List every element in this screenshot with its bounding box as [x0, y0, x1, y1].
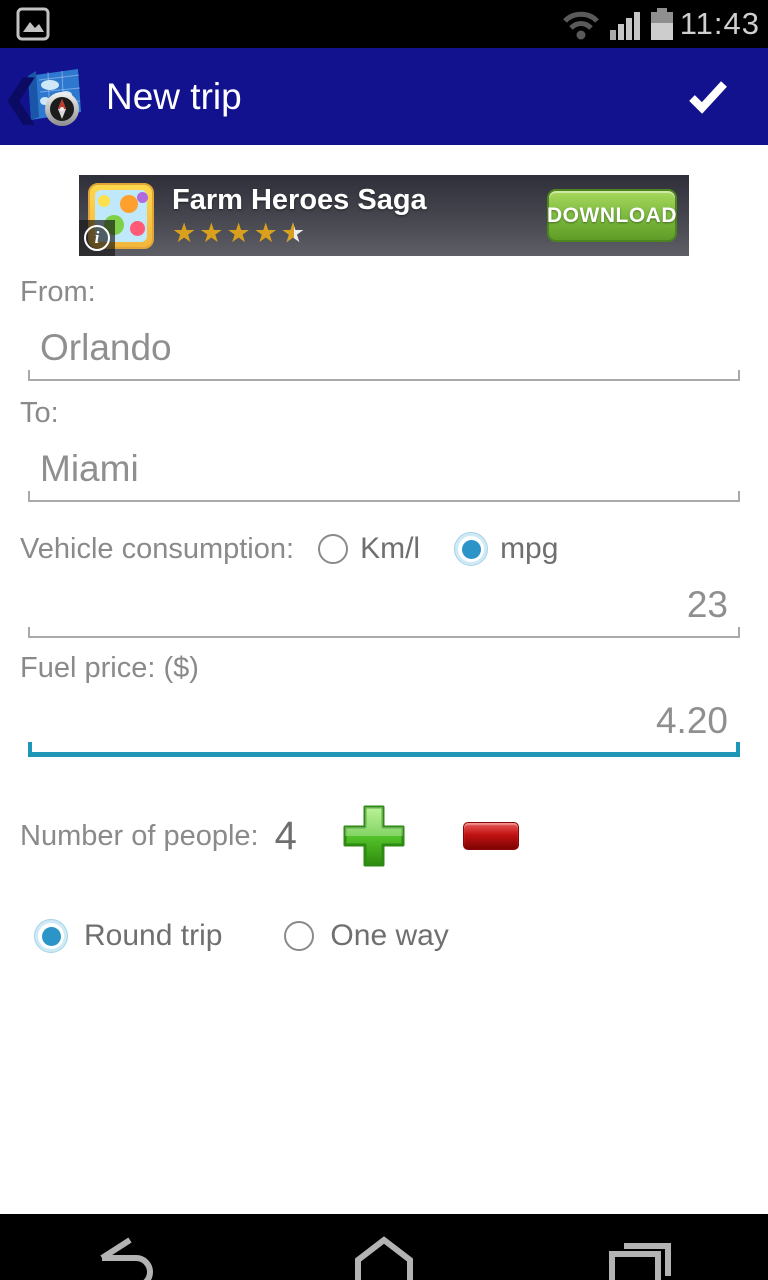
- to-label: To:: [20, 397, 59, 429]
- battery-icon: [650, 8, 673, 40]
- ad-info-icon[interactable]: i: [79, 220, 115, 256]
- nav-recents-button[interactable]: [512, 1232, 768, 1280]
- radio-mpg-label[interactable]: mpg: [500, 532, 559, 565]
- app-map-compass-icon: [28, 68, 81, 126]
- radio-one-way[interactable]: [284, 921, 315, 951]
- fuel-price-label: Fuel price: ($): [20, 652, 199, 684]
- nav-home-button[interactable]: [256, 1232, 512, 1280]
- action-bar: ❮ New trip: [0, 48, 768, 145]
- plus-icon[interactable]: [337, 799, 411, 873]
- people-count: 4: [274, 813, 297, 858]
- consumption-input[interactable]: [28, 584, 740, 636]
- download-button[interactable]: DOWNLOAD: [547, 189, 677, 242]
- people-row: Number of people: 4: [20, 799, 768, 873]
- from-field-wrap: [28, 309, 740, 381]
- fuel-price-input[interactable]: [28, 700, 740, 752]
- status-bar: 11:43: [0, 0, 768, 48]
- nav-back-button[interactable]: [0, 1232, 256, 1280]
- consumption-row: Vehicle consumption: Km/l mpg: [20, 532, 768, 566]
- consumption-label: Vehicle consumption:: [20, 532, 295, 565]
- signal-icon: [609, 12, 640, 40]
- minus-icon[interactable]: [462, 822, 519, 850]
- radio-round-trip-label[interactable]: Round trip: [84, 919, 223, 952]
- from-input[interactable]: [28, 327, 740, 379]
- status-time: 11:43: [679, 6, 760, 41]
- from-label: From:: [20, 276, 96, 308]
- form-content: i Farm Heroes Saga DOWNLOAD From: To: Ve…: [0, 175, 768, 1214]
- consumption-field-wrap: [28, 566, 740, 638]
- ad-app-title: Farm Heroes Saga: [172, 184, 427, 216]
- radio-one-way-label[interactable]: One way: [330, 919, 449, 952]
- to-field-wrap: [28, 430, 740, 502]
- radio-kml-label[interactable]: Km/l: [360, 532, 421, 565]
- radio-mpg[interactable]: [454, 532, 489, 566]
- to-input[interactable]: [28, 448, 740, 500]
- confirm-check-button[interactable]: [682, 75, 734, 119]
- wifi-icon: [562, 11, 599, 40]
- ad-banner[interactable]: i Farm Heroes Saga DOWNLOAD: [79, 175, 689, 256]
- navigation-bar: [0, 1214, 768, 1280]
- page-title: New trip: [106, 75, 242, 117]
- trip-type-row: Round trip One way: [34, 919, 768, 953]
- ad-star-rating: [172, 220, 427, 247]
- radio-round-trip[interactable]: [34, 919, 68, 953]
- fuel-price-field-wrap: [28, 685, 740, 757]
- back-chevron-icon[interactable]: ❮: [2, 70, 41, 123]
- radio-kml[interactable]: [318, 534, 349, 564]
- people-label: Number of people:: [20, 819, 259, 852]
- gallery-notification-icon: [16, 7, 50, 41]
